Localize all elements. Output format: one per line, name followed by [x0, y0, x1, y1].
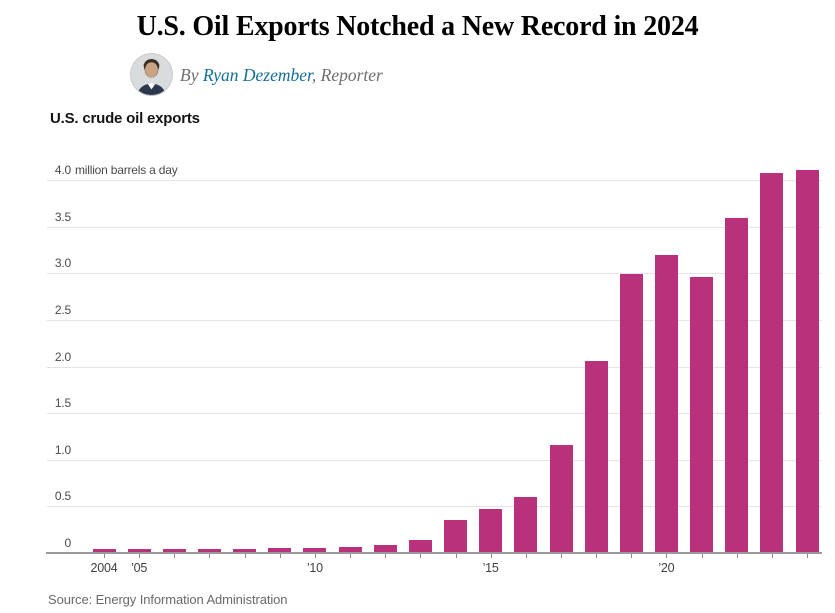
x-tick-2013	[420, 554, 421, 558]
y-axis-unit-label: million barrels a day	[75, 163, 178, 177]
bar-2013	[408, 540, 432, 552]
x-axis-label-2010: ’10	[306, 561, 323, 575]
x-tick-2016	[526, 554, 527, 558]
bar-2019	[619, 274, 643, 552]
y-axis-label-1.5: 1.5	[54, 396, 71, 410]
x-tick-2019	[631, 554, 632, 558]
bar-2017	[549, 445, 573, 552]
x-tick-2012	[385, 554, 386, 558]
bar-2022	[725, 218, 749, 552]
x-tick-2014	[456, 554, 457, 558]
x-axis-label-2015: ’15	[482, 561, 499, 575]
bar-2011	[338, 547, 362, 552]
bar-2018	[584, 361, 608, 552]
x-tick-2024	[807, 554, 808, 558]
x-axis-label-2004: 2004	[90, 561, 118, 575]
y-axis-label-2.5: 2.5	[54, 303, 71, 317]
bar-2005	[127, 549, 151, 552]
y-axis-label-0.5: 0.5	[54, 489, 71, 503]
x-axis-line	[46, 552, 822, 554]
gridline-3.5	[47, 227, 822, 228]
bar-2020	[654, 255, 678, 552]
x-tick-2015	[491, 554, 492, 558]
bar-2010	[303, 548, 327, 552]
x-tick-2020	[666, 554, 667, 558]
article-headline: U.S. Oil Exports Notched a New Record in…	[136, 11, 699, 42]
x-tick-2006	[174, 554, 175, 558]
bar-2012	[373, 545, 397, 552]
source-note: Source: Energy Information Administratio…	[48, 592, 288, 607]
x-axis-label-2005: ’05	[131, 561, 148, 575]
reporter-avatar[interactable]	[130, 53, 173, 96]
gridline-1.5	[47, 413, 822, 414]
bar-2021	[690, 277, 713, 552]
byline-suffix: , Reporter	[311, 65, 383, 85]
gridline-2.0	[47, 367, 822, 368]
x-tick-2021	[702, 554, 703, 558]
chart-title: U.S. crude oil exports	[50, 110, 200, 127]
bar-2014	[444, 520, 467, 552]
y-axis-label-3.0: 3.0	[54, 256, 71, 270]
gridline-2.5	[47, 320, 822, 321]
y-axis-label-1.0: 1.0	[54, 443, 71, 457]
x-tick-2023	[772, 554, 773, 558]
bar-2007	[197, 549, 221, 552]
x-axis-label-2020: ’20	[658, 561, 675, 575]
y-axis-label-2.0: 2.0	[54, 350, 71, 364]
avatar-photo	[130, 53, 173, 96]
y-axis-label-3.5: 3.5	[54, 210, 71, 224]
x-tick-2017	[561, 554, 562, 558]
gridline-3.0	[47, 273, 822, 274]
x-tick-2004	[104, 554, 105, 558]
byline-prefix: By	[180, 65, 203, 85]
gridline-0.5	[47, 506, 822, 507]
gridline-1.0	[47, 460, 822, 461]
x-tick-2011	[350, 554, 351, 558]
x-tick-2008	[245, 554, 246, 558]
bar-2016	[514, 497, 538, 552]
x-tick-2009	[280, 554, 281, 558]
x-tick-2022	[737, 554, 738, 558]
bar-2008	[233, 549, 257, 552]
bar-2015	[479, 509, 503, 552]
byline-text: By Ryan Dezember, Reporter	[180, 65, 383, 86]
x-tick-2010	[315, 554, 316, 558]
x-tick-2007	[209, 554, 210, 558]
bar-2004	[92, 549, 116, 552]
bar-2006	[162, 549, 186, 552]
x-tick-2018	[596, 554, 597, 558]
y-axis-label-0: 0	[64, 536, 72, 550]
bar-2024	[795, 170, 819, 552]
author-link[interactable]: Ryan Dezember	[202, 65, 312, 85]
bar-2009	[268, 548, 292, 552]
gridline-4.0	[47, 180, 822, 181]
bar-2023	[760, 173, 784, 552]
x-tick-2005	[139, 554, 140, 558]
y-axis-label-4.0: 4.0 million barrels a day	[54, 163, 178, 177]
